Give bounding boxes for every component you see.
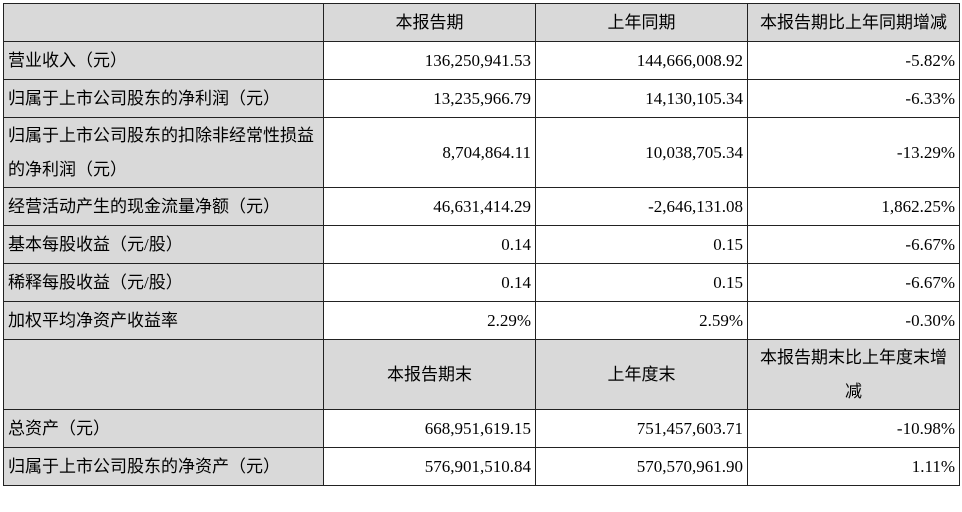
current-value: 46,631,414.29 bbox=[323, 187, 536, 226]
header-label-cell bbox=[3, 339, 324, 410]
header-period-end: 本报告期末 bbox=[323, 339, 536, 410]
change-value: -5.82% bbox=[747, 41, 960, 80]
table-row: 基本每股收益（元/股） 0.14 0.15 -6.67% bbox=[3, 225, 960, 264]
current-value: 13,235,966.79 bbox=[323, 79, 536, 118]
prior-value: 751,457,603.71 bbox=[535, 409, 748, 448]
current-value: 0.14 bbox=[323, 263, 536, 302]
row-label: 归属于上市公司股东的扣除非经常性损益的净利润（元） bbox=[3, 117, 324, 188]
header-prior-year-end: 上年度末 bbox=[535, 339, 748, 410]
row-label: 基本每股收益（元/股） bbox=[3, 225, 324, 264]
table-row: 加权平均净资产收益率 2.29% 2.59% -0.30% bbox=[3, 301, 960, 340]
change-value: -13.29% bbox=[747, 117, 960, 188]
change-value: -6.67% bbox=[747, 225, 960, 264]
change-value: -0.30% bbox=[747, 301, 960, 340]
current-value: 0.14 bbox=[323, 225, 536, 264]
change-value: -6.67% bbox=[747, 263, 960, 302]
current-value: 8,704,864.11 bbox=[323, 117, 536, 188]
table-row: 经营活动产生的现金流量净额（元） 46,631,414.29 -2,646,13… bbox=[3, 187, 960, 226]
prior-value: 2.59% bbox=[535, 301, 748, 340]
header-change: 本报告期比上年同期增减 bbox=[747, 3, 960, 42]
row-label: 加权平均净资产收益率 bbox=[3, 301, 324, 340]
change-value: -6.33% bbox=[747, 79, 960, 118]
prior-value: 10,038,705.34 bbox=[535, 117, 748, 188]
change-value: -10.98% bbox=[747, 409, 960, 448]
table-row: 归属于上市公司股东的扣除非经常性损益的净利润（元） 8,704,864.11 1… bbox=[3, 117, 960, 188]
prior-value: 14,130,105.34 bbox=[535, 79, 748, 118]
prior-value: 0.15 bbox=[535, 263, 748, 302]
row-label: 经营活动产生的现金流量净额（元） bbox=[3, 187, 324, 226]
current-value: 668,951,619.15 bbox=[323, 409, 536, 448]
current-value: 2.29% bbox=[323, 301, 536, 340]
header-current-period: 本报告期 bbox=[323, 3, 536, 42]
table-row: 归属于上市公司股东的净资产（元） 576,901,510.84 570,570,… bbox=[3, 447, 960, 486]
table-row: 总资产（元） 668,951,619.15 751,457,603.71 -10… bbox=[3, 409, 960, 448]
change-value: 1.11% bbox=[747, 447, 960, 486]
prior-value: 0.15 bbox=[535, 225, 748, 264]
prior-value: 570,570,961.90 bbox=[535, 447, 748, 486]
table-row: 营业收入（元） 136,250,941.53 144,666,008.92 -5… bbox=[3, 41, 960, 80]
current-value: 136,250,941.53 bbox=[323, 41, 536, 80]
current-value: 576,901,510.84 bbox=[323, 447, 536, 486]
table-row: 稀释每股收益（元/股） 0.14 0.15 -6.67% bbox=[3, 263, 960, 302]
change-value: 1,862.25% bbox=[747, 187, 960, 226]
header-prior-period: 上年同期 bbox=[535, 3, 748, 42]
prior-value: -2,646,131.08 bbox=[535, 187, 748, 226]
row-label: 归属于上市公司股东的净资产（元） bbox=[3, 447, 324, 486]
table-row: 归属于上市公司股东的净利润（元） 13,235,966.79 14,130,10… bbox=[3, 79, 960, 118]
header-change-period-end: 本报告期末比上年度末增减 bbox=[747, 339, 960, 410]
row-label: 总资产（元） bbox=[3, 409, 324, 448]
header-label-cell bbox=[3, 3, 324, 42]
prior-value: 144,666,008.92 bbox=[535, 41, 748, 80]
table-header-row: 本报告期 上年同期 本报告期比上年同期增减 bbox=[3, 3, 960, 42]
financial-summary-table: 本报告期 上年同期 本报告期比上年同期增减 营业收入（元） 136,250,94… bbox=[3, 3, 960, 486]
table-header-row: 本报告期末 上年度末 本报告期末比上年度末增减 bbox=[3, 339, 960, 410]
row-label: 营业收入（元） bbox=[3, 41, 324, 80]
row-label: 稀释每股收益（元/股） bbox=[3, 263, 324, 302]
row-label: 归属于上市公司股东的净利润（元） bbox=[3, 79, 324, 118]
